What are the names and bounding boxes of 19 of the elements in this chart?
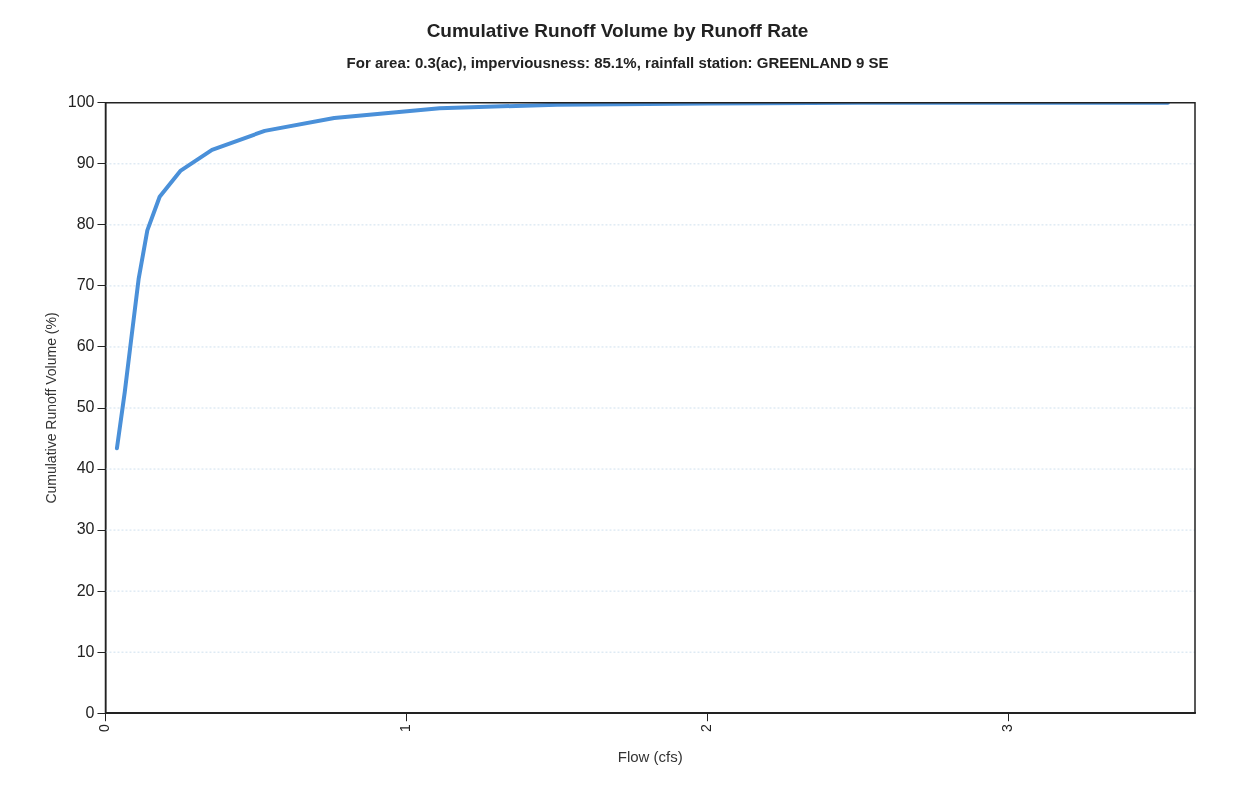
y-tick-label: 50	[76, 398, 95, 416]
chart-subtitle: For area: 0.3(ac), imperviousness: 85.1%, rainfall station: GREENLAND 9 SE	[346, 53, 889, 71]
y-tick-label: 90	[76, 154, 95, 172]
y-axis-title: Cumulative Runoff Volume (%)	[43, 312, 60, 504]
chart-title: Cumulative Runoff Volume by Runoff Rate	[426, 19, 809, 41]
x-axis-title: Flow (cfs)	[617, 748, 683, 766]
y-tick-label: 60	[76, 337, 95, 355]
y-tick-label: 0	[85, 703, 95, 721]
x-tick-label: 3	[999, 724, 1016, 733]
y-tick-label: 100	[67, 93, 95, 111]
y-tick-label: 40	[76, 459, 95, 477]
x-tick-label: 1	[397, 724, 414, 733]
y-tick-label: 20	[76, 581, 95, 599]
x-tick-label: 2	[698, 724, 715, 733]
y-tick-label: 10	[76, 642, 95, 660]
x-tick-label: 0	[96, 724, 113, 733]
y-tick-label: 80	[76, 215, 95, 233]
y-tick-label: 30	[76, 520, 95, 538]
y-tick-label: 70	[76, 276, 95, 294]
